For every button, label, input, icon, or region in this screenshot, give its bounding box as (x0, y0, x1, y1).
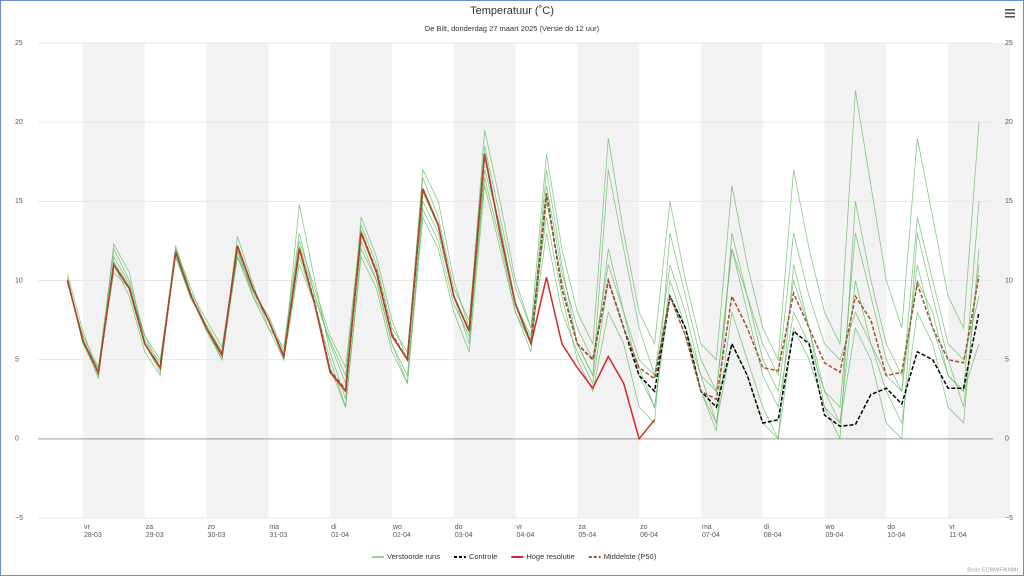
y2-tick-label: 25 (1005, 40, 1013, 47)
x-tick-label: zo (640, 524, 648, 531)
y2-tick-label: 20 (1005, 119, 1013, 126)
legend-label: Hoge resolutie (526, 552, 574, 561)
legend-label: Controle (469, 552, 497, 561)
menu-bar (1005, 16, 1015, 18)
x-tick-label: 11-04 (949, 532, 966, 539)
x-tick-label: za (578, 524, 586, 531)
ensemble-line (67, 169, 980, 440)
x-tick-label: 09-04 (826, 532, 844, 539)
x-tick-label: ma (702, 524, 712, 531)
x-tick-label: 07-04 (702, 532, 720, 539)
x-tick-label: vr (949, 524, 956, 531)
ensemble-line (67, 130, 980, 424)
x-tick-label: wo (392, 524, 402, 531)
legend: Verstoorde runs Controle Hoge resolutie Mid… (372, 552, 657, 561)
x-tick-label: di (331, 524, 337, 531)
x-tick-label: ma (269, 524, 279, 531)
x-tick-label: di (764, 524, 770, 531)
y-tick-label: 20 (15, 119, 23, 126)
x-tick-label: 01-04 (331, 532, 349, 539)
legend-label: Verstoorde runs (387, 552, 440, 561)
y-tick-label: −5 (15, 515, 23, 522)
y-tick-label: 0 (15, 436, 19, 443)
y-tick-label: 5 (15, 357, 19, 364)
y-tick-label: 10 (15, 277, 23, 284)
x-tick-label: vr (84, 524, 91, 531)
legend-label: Middelste (P50) (604, 552, 657, 561)
chart-subtitle: De Bilt, donderdag 27 maart 2025 (Versie… (425, 24, 600, 33)
x-tick-label: 29-03 (146, 532, 164, 539)
chart-title: Temperatuur (˚C) (470, 5, 554, 17)
credits: Bron: ECMWF/KNMI (967, 567, 1018, 573)
x-tick-label: za (146, 524, 154, 531)
x-tick-label: do (887, 524, 895, 531)
x-tick-label: zo (208, 524, 216, 531)
x-tick-label: 04-04 (517, 532, 535, 539)
menu-button[interactable] (1000, 5, 1020, 21)
y2-tick-label: 15 (1005, 198, 1013, 205)
y-tick-label: 15 (15, 198, 23, 205)
x-tick-label: do (455, 524, 463, 531)
x-tick-label: 03-04 (455, 532, 473, 539)
y2-tick-label: 0 (1005, 436, 1009, 443)
y2-tick-label: 10 (1005, 277, 1013, 284)
x-tick-label: 05-04 (578, 532, 596, 539)
y2-tick-label: 5 (1005, 357, 1009, 364)
menu-bar (1005, 12, 1015, 15)
x-tick-label: 06-04 (640, 532, 658, 539)
grid (38, 42, 993, 519)
y-tick-label: 25 (15, 40, 23, 47)
ensemble-line (67, 156, 980, 441)
plot (66, 90, 980, 441)
x-tick-label: 02-04 (393, 532, 411, 539)
x-tick-label: 10-04 (887, 532, 905, 539)
x-tick-label: vr (517, 524, 524, 531)
x-tick-label: wo (825, 524, 835, 531)
x-tick-label: 30-03 (208, 532, 226, 539)
x-tick-label: 28-03 (84, 532, 102, 539)
axes: vr28-03za29-03zo30-03ma31-03di01-04wo02-… (15, 40, 1013, 539)
x-tick-label: 08-04 (764, 532, 782, 539)
ensemble-line (67, 169, 980, 393)
x-tick-label: 31-03 (269, 532, 287, 539)
y2-tick-label: −5 (1005, 515, 1013, 522)
menu-bar (1005, 9, 1015, 11)
